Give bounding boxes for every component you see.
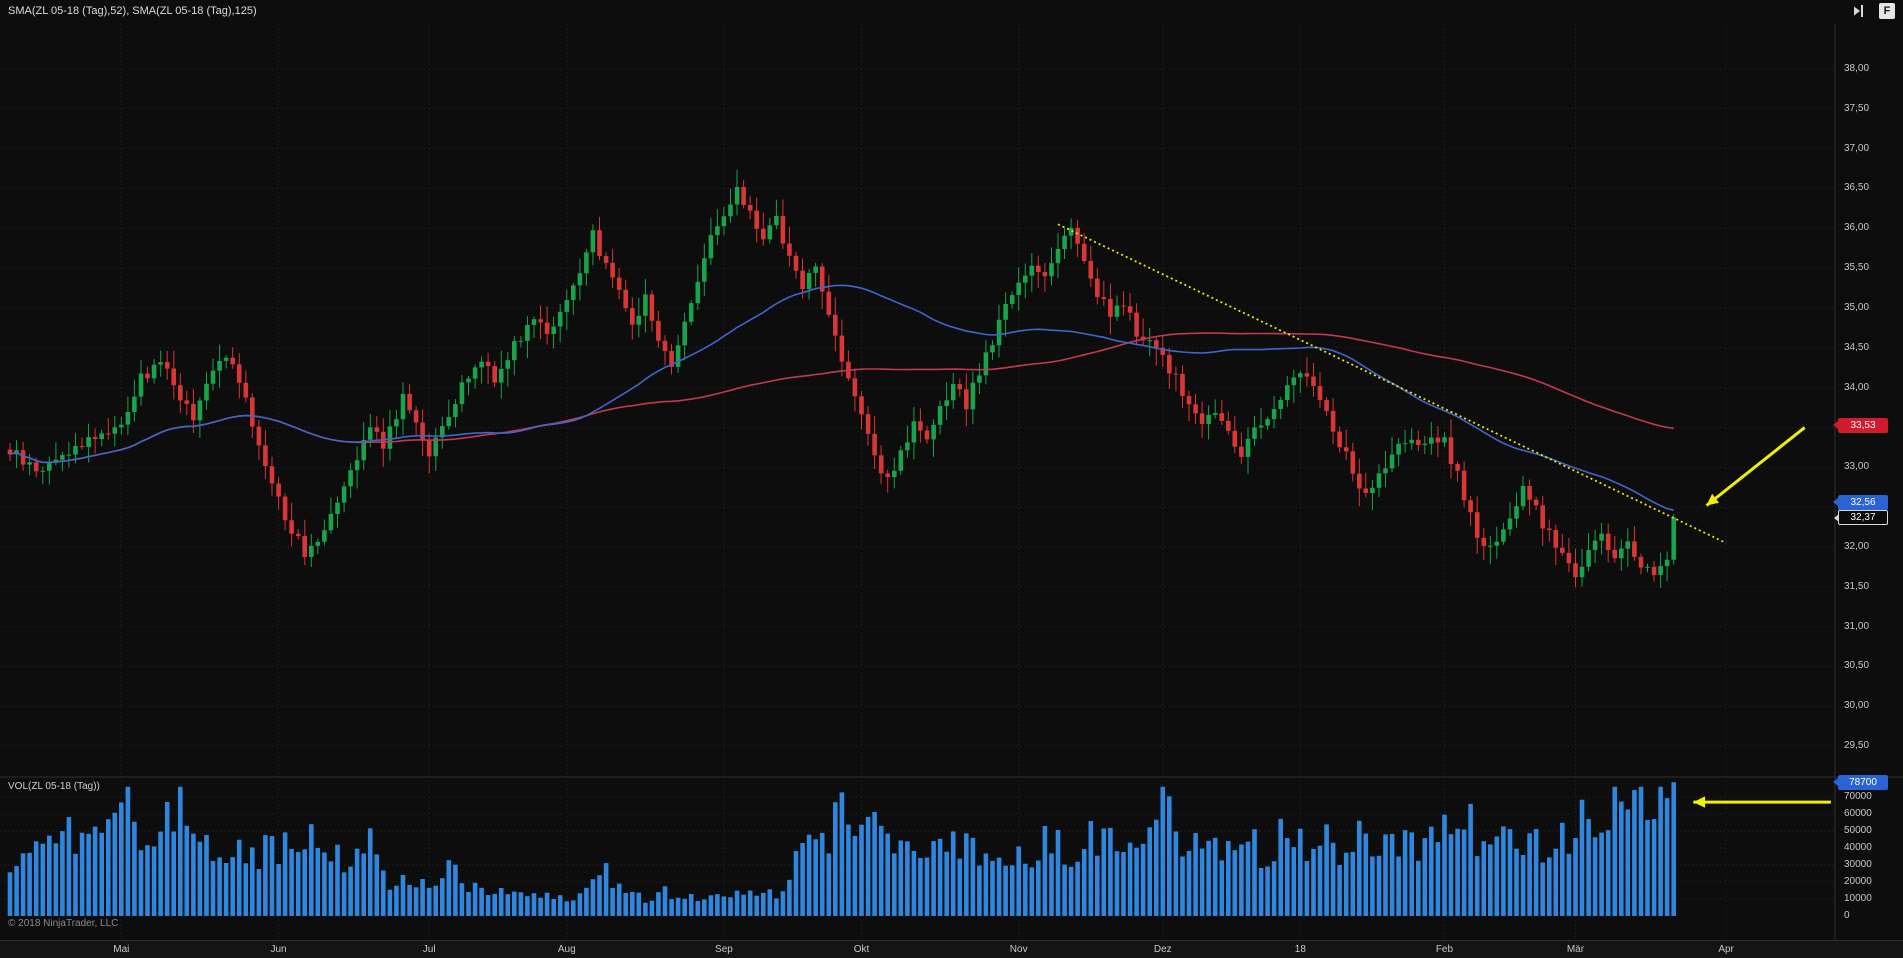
copyright-label: © 2018 NinjaTrader, LLC: [8, 918, 119, 929]
trendline[interactable]: [1057, 223, 1727, 544]
sma125-price-badge: 33,53: [1833, 417, 1888, 433]
indicator-label[interactable]: SMA(ZL 05-18 (Tag),52), SMA(ZL 05-18 (Ta…: [8, 5, 257, 17]
chart-header: SMA(ZL 05-18 (Tag),52), SMA(ZL 05-18 (Ta…: [0, 0, 1903, 24]
badge-pointer-icon: [1834, 514, 1839, 523]
candlestick-series: [7, 169, 1676, 588]
gridlines: [0, 24, 1835, 940]
sma52-price-badge: 32,56: [1833, 494, 1888, 510]
badge-value: 32,56: [1850, 496, 1876, 508]
annotation-arrow[interactable]: [1705, 426, 1806, 507]
annotation-arrow[interactable]: [1693, 796, 1831, 808]
volume-value-badge: 78700: [1833, 774, 1888, 790]
badge-pointer-icon: [1833, 498, 1838, 507]
collapse-panel-icon[interactable]: [1851, 4, 1865, 18]
badge-pointer-icon: [1833, 778, 1838, 787]
badge-value: 33,53: [1850, 419, 1876, 431]
badge-pointer-icon: [1833, 421, 1838, 430]
badge-value: 78700: [1849, 776, 1877, 788]
last-price-badge: 32,37: [1834, 509, 1888, 525]
volume-series: [7, 782, 1676, 916]
time-axis-strip: [0, 940, 1903, 958]
sma52-line: [9, 284, 1674, 511]
volume-indicator-label[interactable]: VOL(ZL 05-18 (Tag)): [8, 781, 100, 792]
badge-value: 32,37: [1850, 511, 1876, 523]
header-controls: F: [1851, 3, 1895, 19]
window-function-button[interactable]: F: [1879, 3, 1895, 19]
